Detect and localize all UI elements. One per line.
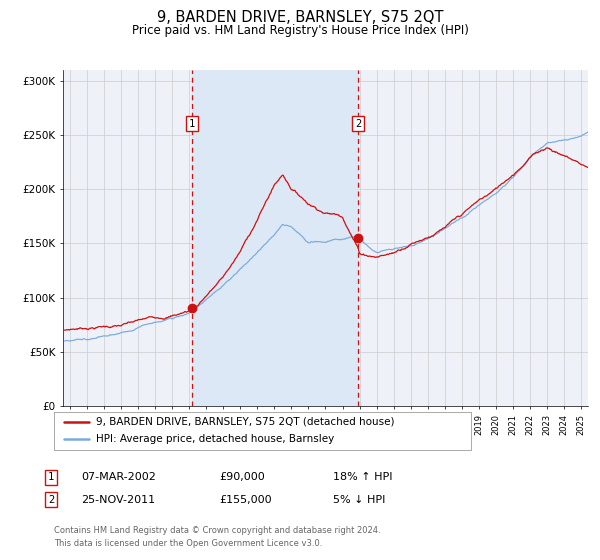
- Text: 9, BARDEN DRIVE, BARNSLEY, S75 2QT (detached house): 9, BARDEN DRIVE, BARNSLEY, S75 2QT (deta…: [96, 417, 394, 427]
- Text: 5% ↓ HPI: 5% ↓ HPI: [333, 494, 385, 505]
- Text: This data is licensed under the Open Government Licence v3.0.: This data is licensed under the Open Gov…: [54, 539, 322, 548]
- Text: HPI: Average price, detached house, Barnsley: HPI: Average price, detached house, Barn…: [96, 435, 334, 445]
- Text: 2: 2: [355, 119, 361, 129]
- Text: 18% ↑ HPI: 18% ↑ HPI: [333, 472, 392, 482]
- Text: 1: 1: [189, 119, 196, 129]
- Text: Price paid vs. HM Land Registry's House Price Index (HPI): Price paid vs. HM Land Registry's House …: [131, 24, 469, 36]
- Text: £90,000: £90,000: [219, 472, 265, 482]
- Text: 2: 2: [48, 494, 54, 505]
- Text: £155,000: £155,000: [219, 494, 272, 505]
- Text: Contains HM Land Registry data © Crown copyright and database right 2024.: Contains HM Land Registry data © Crown c…: [54, 526, 380, 535]
- Text: 25-NOV-2011: 25-NOV-2011: [81, 494, 155, 505]
- Text: 9, BARDEN DRIVE, BARNSLEY, S75 2QT: 9, BARDEN DRIVE, BARNSLEY, S75 2QT: [157, 10, 443, 25]
- Bar: [192, 70, 358, 406]
- Text: 1: 1: [48, 472, 54, 482]
- Text: 07-MAR-2002: 07-MAR-2002: [81, 472, 156, 482]
